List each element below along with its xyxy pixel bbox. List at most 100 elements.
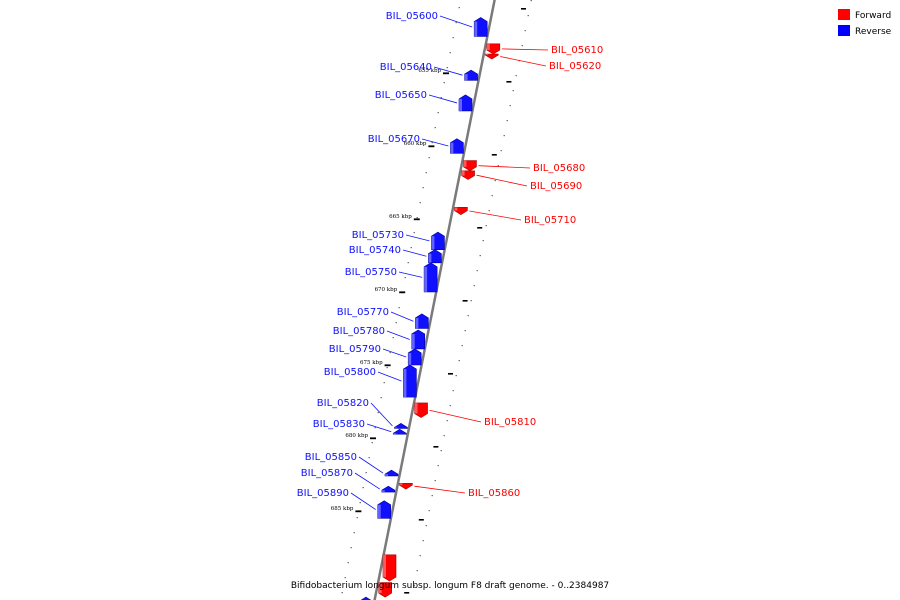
gene-bil-05890-shape <box>377 500 391 519</box>
gene-label-leader <box>398 271 423 278</box>
gene-label: BIL_05610 <box>551 45 603 56</box>
gene-highlight <box>384 474 388 476</box>
gene-label-leader <box>358 456 384 474</box>
guide-dot <box>527 15 529 17</box>
legend-reverse-label: Reverse <box>855 27 892 37</box>
gene-highlight <box>381 490 385 493</box>
gene-label: BIL_05770 <box>337 307 389 318</box>
guide-dash <box>433 446 439 448</box>
guide-dot <box>524 30 526 32</box>
legend-reverse-swatch <box>838 25 850 36</box>
guide-dot <box>452 37 454 39</box>
gene-label: BIL_05690 <box>530 181 582 192</box>
gene-label-leader <box>433 66 463 76</box>
gene-label: BIL_05790 <box>329 344 381 355</box>
guide-dot <box>500 150 502 152</box>
guide-dash <box>462 300 468 302</box>
tick-label: 665 kbp <box>389 214 412 220</box>
tick-mark <box>384 364 391 367</box>
dotted-guide-right <box>404 0 532 594</box>
guide-dot <box>446 67 448 69</box>
gene-highlight <box>450 142 454 154</box>
gene-bil-05850-shape <box>384 469 399 477</box>
gene-label-leader <box>377 371 402 382</box>
gene-label-leader <box>501 48 549 51</box>
guide-dot <box>425 172 427 174</box>
gene-bil-05610-shape <box>486 43 501 55</box>
gene-label-leader <box>500 56 547 67</box>
gene-label-leader <box>390 311 414 322</box>
guide-dot <box>482 240 484 242</box>
gene-bil-05680-shape <box>463 160 477 172</box>
gene-bil-05620-shape <box>484 53 499 60</box>
gene-label: BIL_05800 <box>324 367 376 378</box>
guide-dot <box>383 382 385 384</box>
gene-bil-05710-shape <box>454 207 468 215</box>
guide-dot <box>410 247 412 249</box>
gene-highlight <box>461 170 465 176</box>
tick-label: 680 kbp <box>345 433 368 439</box>
gene-label: BIL_05670 <box>368 134 420 145</box>
gene-unlabeled-shape <box>360 596 372 600</box>
gene-label-leader <box>414 485 466 494</box>
guide-dash <box>448 373 453 375</box>
guide-dash <box>404 592 410 594</box>
gene-bil-05740-shape <box>428 249 442 264</box>
gene-label: BIL_05600 <box>386 11 438 22</box>
guide-dot <box>434 480 436 482</box>
guide-dot <box>455 22 457 24</box>
gene-highlight <box>424 266 428 292</box>
gene-label-leader <box>469 210 522 221</box>
guide-dot <box>347 562 349 564</box>
gene-highlight <box>383 554 387 578</box>
gene-bil-05640-shape <box>464 69 478 81</box>
gene-label: BIL_05730 <box>352 230 404 241</box>
gene-label: BIL_05850 <box>305 452 357 463</box>
guide-dot <box>389 352 391 354</box>
gene-bil-05800-shape <box>403 364 417 398</box>
guide-dot <box>491 195 493 197</box>
tick-marks: 655 kbp 660 kbp 665 kbp 670 kbp 675 kbp 680 k… <box>331 68 449 513</box>
tick-label: 670 kbp <box>375 287 398 293</box>
legend-forward-swatch <box>838 9 850 20</box>
guide-dot <box>440 450 442 452</box>
gene-bil-05820-shape <box>394 423 408 429</box>
guide-dot <box>470 300 472 302</box>
guide-dot <box>530 0 532 2</box>
guide-dot <box>437 465 439 467</box>
guide-dot <box>428 510 430 512</box>
gene-label-leader <box>382 348 407 358</box>
gene-label: BIL_05650 <box>375 90 427 101</box>
guide-dot <box>434 127 436 129</box>
gene-label-leader <box>439 15 473 28</box>
guide-dot <box>431 142 433 144</box>
guide-dot <box>413 232 415 234</box>
gene-label: BIL_05750 <box>345 267 397 278</box>
guide-dot <box>443 435 445 437</box>
guide-dot <box>422 187 424 189</box>
tick-label: 655 kbp <box>418 68 441 74</box>
guide-dot <box>407 262 409 264</box>
guide-dot <box>497 165 499 167</box>
gene-features <box>360 17 501 600</box>
guide-dot <box>422 540 424 542</box>
guide-dot <box>509 105 511 107</box>
guide-dot <box>479 255 481 257</box>
gene-label-leader <box>405 234 430 242</box>
gene-label: BIL_05890 <box>297 488 349 499</box>
gene-label-leader <box>366 423 392 433</box>
gene-highlight <box>403 369 407 398</box>
gene-label-leader <box>386 330 410 340</box>
guide-dot <box>353 532 355 534</box>
guide-dot <box>416 217 418 219</box>
tick-label: 675 kbp <box>360 360 383 366</box>
guide-dot <box>506 120 508 122</box>
gene-label-leader <box>428 94 458 104</box>
guide-dot <box>395 322 397 324</box>
guide-dash <box>491 154 497 156</box>
gene-label: BIL_05870 <box>301 468 353 479</box>
guide-dot <box>437 112 439 114</box>
gene-bil-05770-shape <box>415 313 429 329</box>
guide-dash <box>506 81 512 83</box>
gene-highlight <box>394 427 398 429</box>
